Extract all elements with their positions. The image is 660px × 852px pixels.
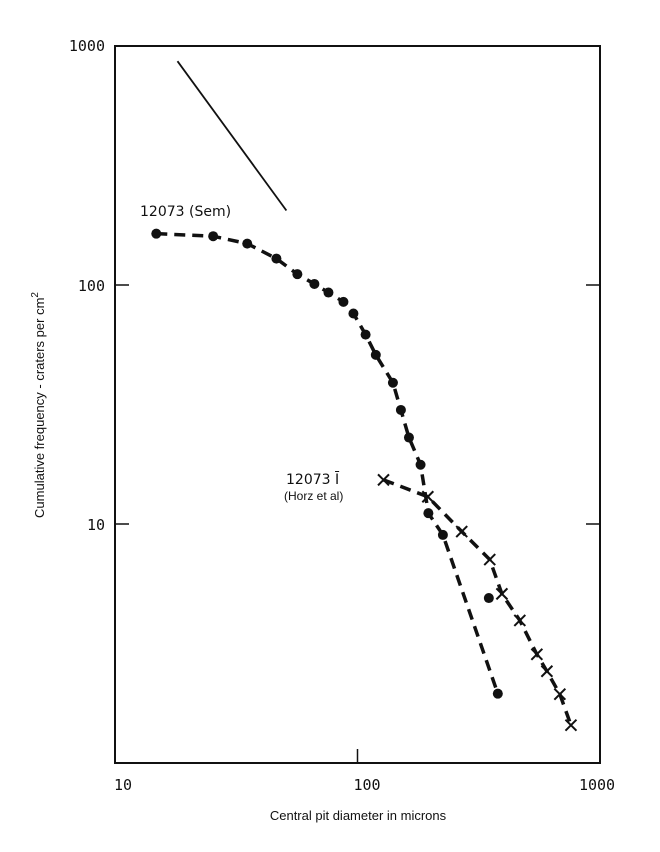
horz-series-sublabel: (Horz et al) [284,489,343,503]
y-tick-label-1000: 1000 [69,37,105,55]
data-point-x [553,688,567,701]
data-point-x [455,525,468,538]
data-point-dot [242,238,253,249]
sem-series-label: 12073 (Sem) [140,204,231,220]
series-line-0 [156,231,500,695]
x-tick-label-100: 100 [353,776,380,794]
data-point-dot [292,269,303,280]
x-tick-label-1000: 1000 [579,776,615,794]
data-point-dot [483,593,494,604]
data-point-dot [309,278,320,289]
data-point-x [483,553,496,566]
data-point-dot [403,432,414,443]
plot-frame [114,45,601,764]
data-point-dot [387,377,398,388]
series-line-2 [382,478,573,726]
data-point-x [540,665,554,678]
y-axis-label: Cumulative frequency - craters per cm2 [30,292,47,518]
data-point-dot [360,329,371,340]
series-line-3 [176,60,288,212]
data-point-dot [151,228,162,239]
y-tick-label-100: 100 [78,277,105,295]
data-point-dot [395,404,406,415]
data-point-dot [338,296,349,307]
y-tick-label-10: 10 [87,516,105,534]
data-point-x [564,718,578,732]
series-layer [151,60,578,732]
data-point-dot [271,253,282,264]
data-point-dot [370,349,381,360]
data-point-dot [437,529,448,540]
data-point-x [421,490,435,503]
data-point-x [377,473,390,487]
y-axis-label-superscript: 2 [30,292,41,298]
x-axis-label: Central pit diameter in microns [270,808,447,823]
horz-series-label: 12073 Ī [286,471,340,488]
data-point-x [530,648,544,661]
data-point-dot [415,459,426,470]
data-point-dot [348,308,359,319]
data-point-x [513,614,527,627]
data-point-dot [323,287,334,298]
x-tick-label-10: 10 [114,776,132,794]
data-point-dot [492,688,503,699]
data-point-dot [423,508,434,519]
axis-ticks [115,284,600,763]
data-point-dot [208,231,219,242]
data-point-x [495,587,509,601]
